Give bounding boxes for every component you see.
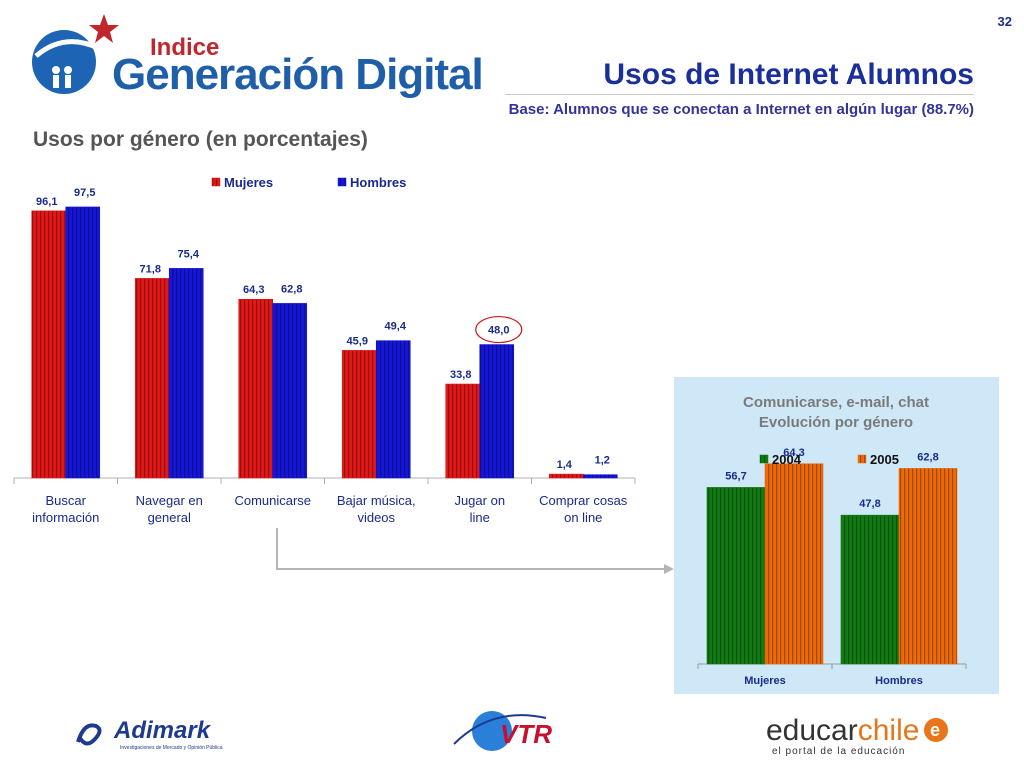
- inset-x-tick-label-mujeres: Mujeres: [744, 675, 786, 687]
- vtr-text: VTR: [500, 719, 552, 749]
- inset-bar-2004-mujeres: [706, 487, 766, 665]
- inset-data-label-2005-mujeres: 64,3: [783, 447, 804, 459]
- educar-e-badge-icon: [924, 718, 948, 742]
- data-label-hombres-comprar-cosas-on-line: 1,2: [595, 455, 610, 467]
- legend-swatch-hombres: [337, 177, 347, 187]
- x-tick-label-bajar-musica-videos: Bajar música, videos: [337, 493, 416, 525]
- inset-legend-label-2005: 2005: [870, 452, 899, 467]
- vtr-logo: VTR: [453, 711, 552, 751]
- vtr-globe-icon: [472, 711, 512, 751]
- inset-bar-2005-mujeres: [764, 463, 824, 665]
- inset-legend-label-2004: 2004: [772, 452, 802, 467]
- inset-data-label-2004-hombres: 47,8: [859, 498, 880, 510]
- educar-text: educar: [766, 714, 858, 747]
- svg-text:educarchile: educarchile: [766, 714, 919, 747]
- educar-tagline: el portal de la educación: [772, 746, 905, 757]
- page-title: Usos de Internet Alumnos: [603, 58, 974, 91]
- inset-subtitle: Evolución por género: [759, 414, 913, 431]
- data-label-mujeres-comunicarse: 64,3: [243, 284, 264, 296]
- data-label-mujeres-buscar-informacion: 96,1: [36, 196, 57, 208]
- inset-bar-2005-hombres: [898, 468, 958, 665]
- adimark-swirl-icon: [76, 723, 102, 746]
- bar-mujeres-comunicarse: [238, 298, 274, 479]
- title-divider: [505, 94, 974, 95]
- data-label-hombres-buscar-informacion: 97,5: [74, 187, 95, 199]
- svg-text:e: e: [930, 720, 940, 740]
- adimark-name: Adimark: [113, 717, 212, 744]
- x-tick-label-buscar-informacion: Buscar información: [32, 493, 99, 525]
- bar-mujeres-buscar-informacion: [31, 210, 67, 479]
- data-label-hombres-bajar-musica-videos: 49,4: [385, 321, 407, 333]
- bar-hombres-navegar-en-general: [168, 268, 204, 479]
- bar-hombres-jugar-on-line: [479, 344, 515, 479]
- inset-data-label-2004-mujeres: 56,7: [725, 470, 746, 482]
- data-label-mujeres-jugar-on-line: 33,8: [450, 369, 471, 381]
- page-number: 32: [997, 14, 1012, 29]
- legend-swatch-mujeres: [211, 177, 221, 187]
- legend-label-mujeres: Mujeres: [224, 175, 273, 190]
- adimark-tagline: Investigaciones de Mercado y Opinión Púb…: [120, 745, 223, 751]
- legend-label-hombres: Hombres: [350, 175, 406, 190]
- highlight-circle: [475, 315, 523, 344]
- logo-generacion-text: Generación Digital: [112, 50, 484, 99]
- data-label-hombres-comunicarse: 62,8: [281, 283, 302, 295]
- adimark-logo: Adimark Investigaciones de Mercado y Opi…: [76, 717, 223, 751]
- x-tick-label-jugar-on-line: Jugar on line: [454, 493, 505, 525]
- data-label-hombres-navegar-en-general: 75,4: [178, 248, 200, 260]
- x-tick-label-navegar-en-general: Navegar en general: [136, 493, 203, 525]
- connector-arrow-icon: [664, 564, 674, 574]
- star-icon: [89, 14, 119, 43]
- bar-mujeres-bajar-musica-videos: [341, 350, 377, 479]
- data-label-hombres-jugar-on-line: 48,0: [488, 325, 509, 337]
- bar-hombres-buscar-informacion: [65, 206, 101, 479]
- chile-text: chile: [858, 714, 920, 747]
- data-label-mujeres-navegar-en-general: 71,8: [140, 263, 161, 275]
- inset-x-tick-label-hombres: Hombres: [875, 675, 923, 687]
- bar-mujeres-navegar-en-general: [134, 278, 170, 479]
- section-title: Usos por género (en porcentajes): [33, 128, 368, 151]
- connector-line: [276, 528, 668, 570]
- x-tick-label-comprar-cosas-on-line: Comprar cosas on line: [539, 493, 628, 525]
- bar-hombres-comunicarse: [272, 303, 308, 479]
- data-label-mujeres-bajar-musica-videos: 45,9: [347, 335, 368, 347]
- inset-data-label-2005-hombres: 62,8: [917, 451, 938, 463]
- bar-hombres-comprar-cosas-on-line: [582, 474, 618, 479]
- inset-title: Comunicarse, e-mail, chat: [743, 394, 929, 411]
- page-subtitle: Base: Alumnos que se conectan a Internet…: [508, 101, 974, 118]
- inset-bar-2004-hombres: [840, 514, 900, 665]
- indice-logo-mark: [32, 14, 119, 94]
- inset-legend-swatch-2004: [759, 454, 769, 464]
- inset-legend-swatch-2005: [857, 454, 867, 464]
- educarchile-logo: educarchile e el portal de la educación: [766, 714, 948, 757]
- logo-indice-text: Indice: [150, 34, 220, 61]
- x-tick-label-comunicarse: Comunicarse: [234, 493, 311, 508]
- bar-hombres-bajar-musica-videos: [375, 340, 411, 479]
- data-label-mujeres-comprar-cosas-on-line: 1,4: [557, 459, 573, 471]
